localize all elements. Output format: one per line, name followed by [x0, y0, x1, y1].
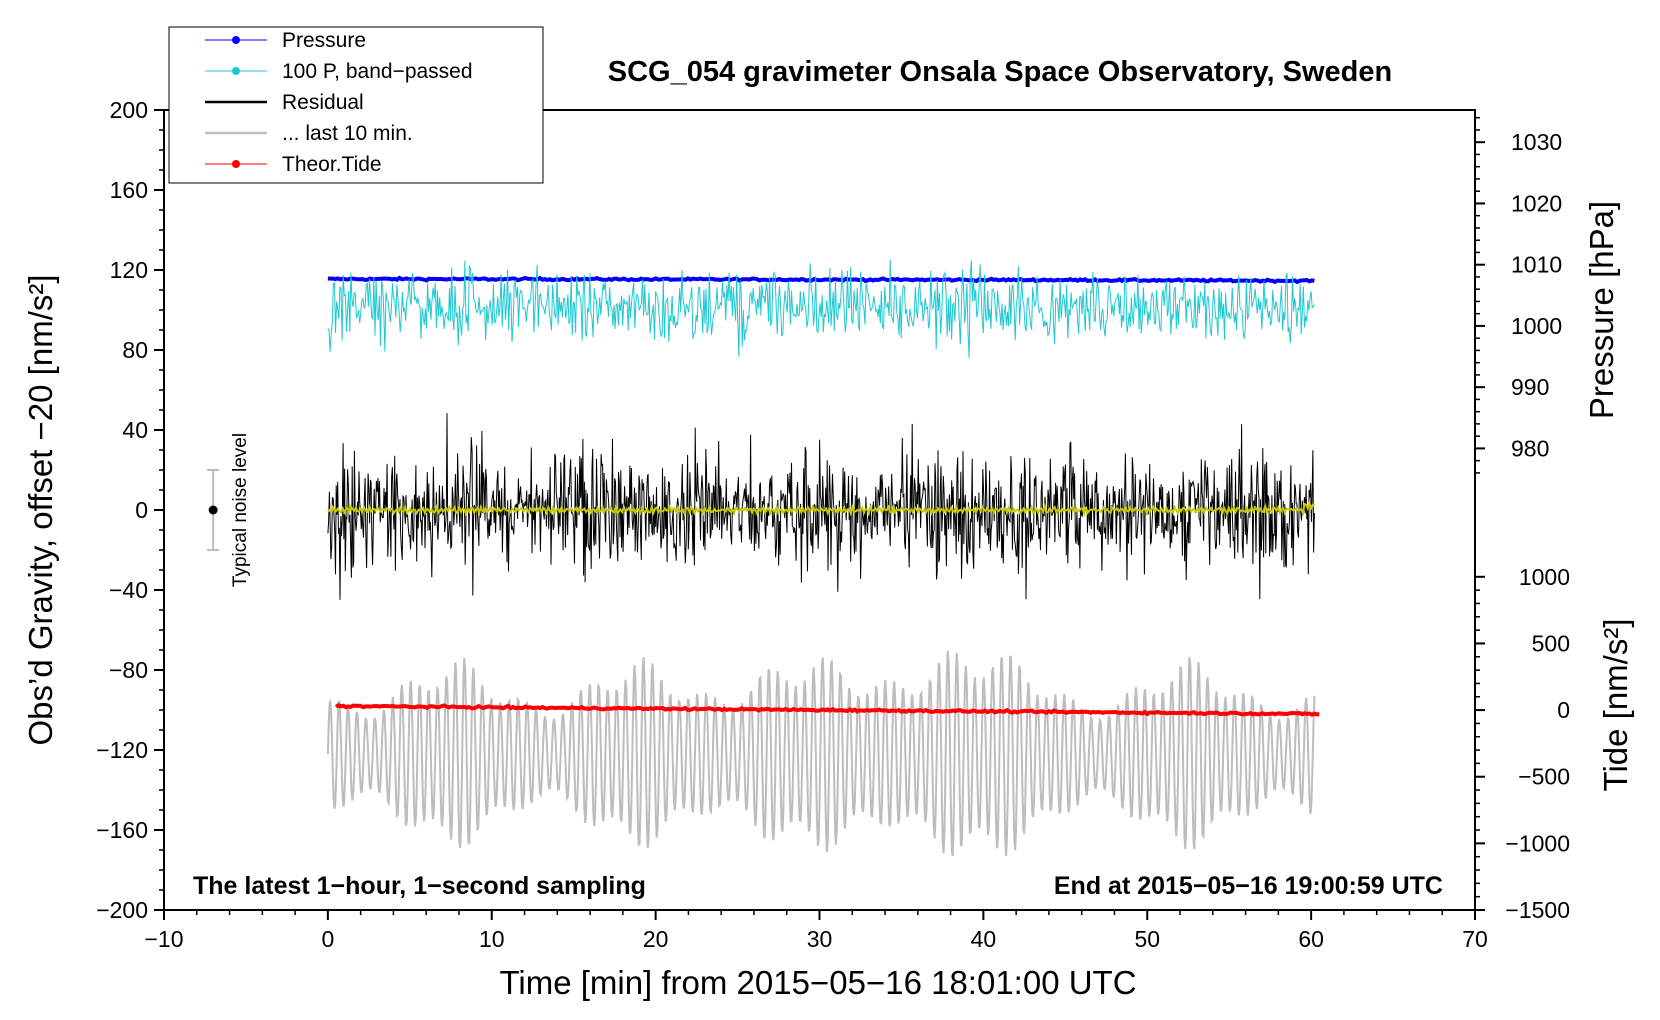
y-tick-label: 200: [110, 97, 148, 123]
noise-center-dot: [208, 505, 218, 515]
y-axis-title-left: Obs’d Gravity, offset −20 [nm/s²]: [22, 274, 59, 745]
y-axis-title-pressure: Pressure [hPa]: [1583, 201, 1620, 419]
x-tick-label: 0: [321, 926, 334, 952]
tide-tick-label: 1000: [1519, 564, 1570, 590]
noise-level-label: Typical noise level: [230, 433, 251, 587]
legend-marker: [232, 36, 240, 44]
x-tick-label: 10: [479, 926, 505, 952]
series-pressure: [327, 275, 1315, 285]
y-tick-label: 80: [122, 337, 148, 363]
legend-label: Pressure: [282, 29, 366, 52]
x-tick-label: 40: [971, 926, 997, 952]
x-tick-label: 30: [807, 926, 833, 952]
x-axis-title: Time [min] from 2015−05−16 18:01:00 UTC: [499, 964, 1136, 1001]
tide-tick-label: −500: [1518, 764, 1570, 790]
note-end-time: End at 2015−05−16 19:00:59 UTC: [1054, 872, 1443, 900]
x-tick-label: 20: [643, 926, 669, 952]
legend-label: Theor.Tide: [282, 153, 382, 176]
y-axis-title-tide: Tide [nm/s²]: [1597, 619, 1634, 792]
x-tick-label: 60: [1298, 926, 1324, 952]
x-tick-label: 50: [1134, 926, 1160, 952]
tide-tick-label: 500: [1532, 630, 1570, 656]
noise-level-indicator: [207, 469, 220, 551]
y-tick-label: −40: [109, 577, 148, 603]
legend-label: Residual: [282, 91, 364, 114]
y-tick-label: 160: [110, 177, 148, 203]
legend: Pressure 100 P, band−passed Residual ... la…: [168, 26, 544, 184]
legend-marker: [232, 67, 240, 75]
tide-tick-label: −1500: [1505, 897, 1570, 923]
tide-tick-label: 0: [1557, 697, 1570, 723]
legend-marker: [232, 160, 240, 168]
x-tick-label: −10: [144, 926, 183, 952]
chart-title: SCG_054 gravimeter Onsala Space Observat…: [608, 56, 1392, 88]
legend-label: ... last 10 min.: [282, 122, 413, 145]
tide-tick-label: −1000: [1505, 830, 1570, 856]
series-residual-smoothed: [327, 499, 1315, 518]
y-tick-label: −200: [96, 897, 148, 923]
legend-box: [168, 26, 544, 184]
pressure-tick-label: 980: [1511, 435, 1549, 461]
pressure-tick-label: 1020: [1511, 190, 1562, 216]
pressure-tick-label: 1030: [1511, 129, 1562, 155]
pressure-tick-label: 1000: [1511, 313, 1562, 339]
y-tick-label: −80: [109, 657, 148, 683]
y-tick-label: 120: [110, 257, 148, 283]
y-tick-label: 0: [135, 497, 148, 523]
series--last-10-min-: [326, 650, 1316, 857]
series-theor-tide: [334, 702, 1320, 717]
series-100-p-band-passed: [327, 259, 1315, 358]
series-layer: [326, 259, 1320, 857]
x-tick-label: 70: [1462, 926, 1488, 952]
legend-label: 100 P, band−passed: [282, 60, 473, 83]
note-latest-hour: The latest 1−hour, 1−second sampling: [193, 872, 646, 900]
series-residual: [327, 413, 1315, 600]
pressure-tick-label: 1010: [1511, 252, 1562, 278]
pressure-tick-label: 990: [1511, 374, 1549, 400]
y-tick-label: 40: [122, 417, 148, 443]
tick-layer: −10 0 10 20 30 40 50 60 7020016012080400−40−80−1…: [96, 97, 1570, 952]
y-tick-label: −160: [96, 817, 148, 843]
y-tick-label: −120: [96, 737, 148, 763]
